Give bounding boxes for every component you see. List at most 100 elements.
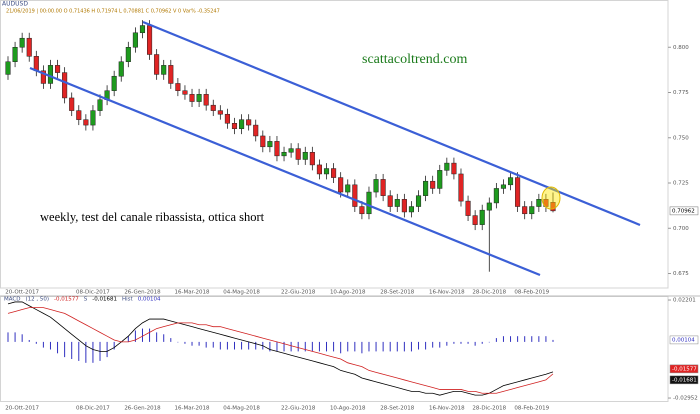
- annotation: weekly, test del canale ribassista, otti…: [40, 210, 265, 224]
- hist-bar: [361, 341, 363, 354]
- candle-body: [231, 123, 238, 129]
- hist-bar: [106, 341, 108, 358]
- hist-bar: [78, 341, 80, 361]
- candle-body: [260, 135, 266, 148]
- candle-body: [267, 141, 273, 148]
- candle-body: [281, 151, 287, 157]
- candle-body: [451, 162, 457, 175]
- candle-body: [309, 151, 315, 166]
- hist-bar: [191, 341, 193, 346]
- candle-body: [515, 177, 521, 207]
- candle-body: [352, 184, 358, 207]
- candle-body: [132, 32, 138, 48]
- candle-body: [380, 179, 386, 196]
- candle-body: [479, 209, 485, 225]
- y-tick-label: 0.02201: [673, 298, 696, 304]
- hist-bar: [85, 341, 87, 363]
- candle-body: [168, 65, 174, 84]
- candle-body: [139, 25, 146, 34]
- hist-bar: [545, 336, 547, 342]
- x-tick-label: 22-Giu-2018: [281, 290, 316, 296]
- hist-bar: [495, 338, 497, 342]
- candle-body: [423, 180, 429, 196]
- candle-body: [12, 47, 18, 62]
- price-box: [669, 206, 699, 216]
- x-tick-label: 28-Dic-2018: [472, 406, 506, 412]
- legend-text: S: [84, 297, 88, 303]
- candle-body: [444, 162, 450, 171]
- hist-bar: [460, 341, 462, 344]
- candle-body: [536, 199, 542, 207]
- value-box-label: 0,00104: [672, 337, 695, 343]
- candle-body: [147, 25, 153, 55]
- candle-body: [54, 65, 61, 73]
- hist-bar: [552, 339, 554, 342]
- candle-body: [408, 206, 414, 213]
- hist-bar: [156, 332, 158, 342]
- macd-line: [7, 307, 554, 394]
- hist-bar: [276, 341, 278, 352]
- hist-bar: [318, 341, 320, 352]
- hist-bar: [481, 341, 483, 344]
- x-tick-label: 04-Mag-2018: [223, 290, 260, 296]
- hist-bar: [502, 336, 504, 342]
- hist-bar: [283, 341, 285, 352]
- hist-bar: [446, 341, 448, 346]
- hist-bar: [517, 336, 519, 342]
- x-tick-label: 04-Mag-2018: [223, 406, 260, 412]
- hist-bar: [49, 341, 51, 350]
- candle-body: [26, 37, 32, 57]
- highlight-circle: [541, 186, 561, 210]
- candle-body: [366, 191, 372, 215]
- candle-body: [373, 179, 379, 193]
- hist-bar: [233, 341, 235, 350]
- hist-bar: [57, 341, 59, 354]
- hist-bar: [403, 341, 405, 352]
- hist-bar: [7, 332, 9, 342]
- x-tick-label: 10-Ago-2018: [330, 406, 366, 412]
- candle-body: [196, 94, 202, 102]
- hist-bar: [396, 341, 398, 352]
- hist-bar: [163, 334, 165, 342]
- candle-body: [288, 148, 294, 153]
- x-tick-label: 26-Gen-2018: [124, 406, 161, 412]
- x-tick-label: 28-Set-2018: [380, 406, 414, 412]
- hist-bar: [311, 341, 313, 352]
- hist-bar: [127, 336, 129, 342]
- hist-bar: [198, 341, 200, 346]
- y-tick-label: 0.750: [673, 135, 689, 141]
- last-price: 0.70962: [672, 208, 695, 214]
- hist-bar: [340, 341, 342, 354]
- hist-bar: [538, 336, 540, 342]
- candle-body: [239, 119, 245, 129]
- hist-bar: [432, 341, 434, 348]
- candle-body: [224, 113, 230, 124]
- hist-bar: [410, 341, 412, 352]
- candle-body: [493, 188, 499, 204]
- hist-bar: [290, 341, 292, 352]
- hist-bar: [177, 341, 179, 343]
- hist-bar: [248, 341, 250, 350]
- x-tick-label: 16-Mar-2018: [175, 406, 210, 412]
- hist-bar: [368, 341, 370, 352]
- candle-body: [118, 61, 124, 77]
- hist-bar: [241, 341, 243, 350]
- candle-body: [69, 97, 75, 111]
- x-tick-label: 16-Nov-2018: [429, 406, 465, 412]
- hist-bar: [92, 341, 94, 363]
- candle-body: [458, 173, 464, 202]
- hist-bar: [467, 341, 469, 344]
- candle-body: [111, 75, 117, 91]
- x-tick-label: 22-Giu-2018: [281, 406, 316, 412]
- candle-body: [253, 124, 259, 137]
- x-tick-label: 26-Gen-2018: [124, 290, 161, 296]
- hist-bar: [134, 330, 136, 342]
- watermark: scattacoltrend.com: [362, 52, 467, 67]
- candle-body: [394, 199, 400, 207]
- hist-bar: [389, 341, 391, 352]
- hist-bar: [510, 336, 512, 342]
- hist-bar: [488, 341, 490, 343]
- x-tick-label: 08-Dic-2017: [76, 406, 110, 412]
